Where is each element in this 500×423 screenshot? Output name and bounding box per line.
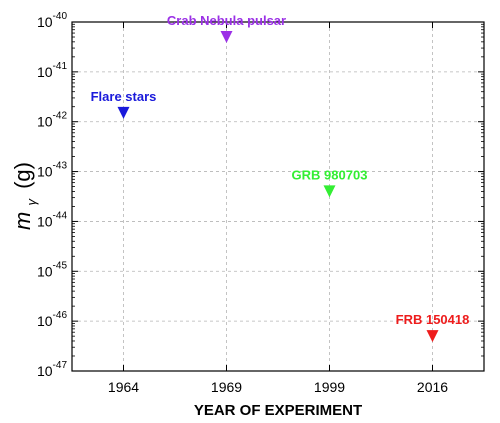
y-axis-symbol: m [10,212,35,230]
data-point-marker [117,106,130,119]
data-point-marker [220,31,233,44]
plot-frame [71,21,485,372]
y-tick-label: 10-46 [37,310,67,329]
x-axis-ticks: 1964 1969 1999 2016 [108,22,448,395]
y-tick-label: 10-42 [37,111,67,130]
data-point-label: GRB 980703 [292,167,368,182]
grid-lines [72,22,484,371]
data-point-marker [323,185,336,198]
y-tick-label: 10-47 [37,360,67,379]
data-points: Flare stars Crab Nebula pulsar GRB 980703 F… [91,13,470,343]
y-tick-label: 10-40 [37,11,67,30]
data-point-marker [426,330,439,343]
svg-text:m γ (g): m γ (g) [10,162,41,230]
x-axis-title: YEAR OF EXPERIMENT [194,402,362,419]
x-tick-label: 1969 [211,379,242,395]
data-point-label: FRB 150418 [396,312,470,327]
y-axis-subscript: γ [24,198,39,206]
y-tick-label: 10-43 [37,161,67,180]
x-tick-label: 1999 [314,379,345,395]
y-tick-label: 10-44 [37,210,67,229]
y-axis-title: m γ (g) [10,162,41,230]
x-tick-label: 2016 [417,379,448,395]
y-axis-unit: (g) [10,162,35,189]
y-axis-ticks: 10-40 10-41 10-42 10-43 10-44 10-45 10-46 10-47 [37,11,484,379]
x-tick-label: 1964 [108,379,139,395]
y-tick-label: 10-41 [37,61,67,80]
data-point-label: Crab Nebula pulsar [167,13,286,28]
y-tick-label: 10-45 [37,260,67,279]
data-point-label: Flare stars [91,89,157,104]
